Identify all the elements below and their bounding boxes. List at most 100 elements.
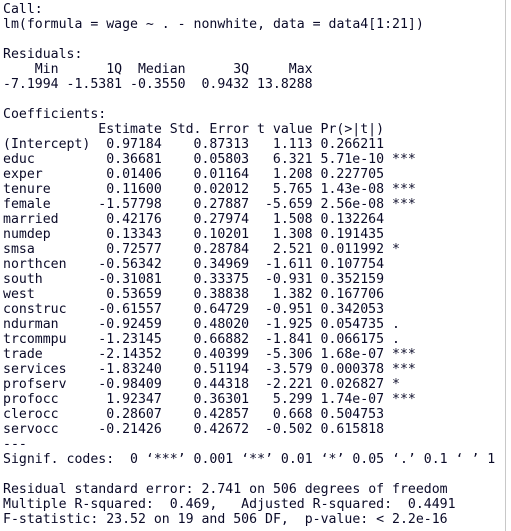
coefficient-row: educ 0.36681 0.05803 6.321 5.71e-10 ***	[3, 152, 495, 167]
estimate: -0.61557	[98, 302, 162, 317]
signif-stars: ***	[392, 347, 416, 362]
std-error: 0.05803	[193, 152, 250, 167]
std-error: 0.27974	[193, 212, 250, 227]
std-error: 0.64729	[193, 302, 250, 317]
residual-stat-value: 13.8288	[257, 77, 313, 92]
coefficient-row: married 0.42176 0.27974 1.508 0.132264	[3, 212, 495, 227]
std-error: 0.28784	[193, 242, 250, 257]
coefficient-row: clerocc 0.28607 0.42857 0.668 0.504753	[3, 407, 495, 422]
p-value: 1.74e-07	[320, 392, 385, 407]
t-value: -1.925	[264, 317, 313, 332]
column-header: Pr(>|t|)	[320, 122, 385, 137]
std-error: 0.87313	[193, 137, 250, 152]
coefficient-row: west 0.53659 0.38838 1.382 0.167706	[3, 287, 495, 302]
separator: ---	[3, 437, 27, 452]
p-value: 0.167706	[320, 287, 385, 302]
p-value: 0.054735	[320, 317, 385, 332]
term: south	[3, 272, 43, 287]
coefficient-row: numdep 0.13343 0.10201 1.308 0.191435	[3, 227, 495, 242]
p-value: 0.026827	[320, 377, 385, 392]
column-header: Estimate	[98, 122, 162, 137]
t-value: 2.521	[272, 242, 313, 257]
p-value: 0.066175	[320, 332, 385, 347]
coefficient-row: profserv -0.98409 0.44318 -2.221 0.026827 *	[3, 377, 495, 392]
p-value: 0.000378	[320, 362, 385, 377]
residual-stat-value: -0.3550	[130, 77, 186, 92]
term: northcen	[3, 257, 67, 272]
signif-stars: ***	[392, 392, 416, 407]
summary-line: Multiple R-squared: 0.469, Adjusted R-sq…	[3, 497, 456, 512]
term: trade	[3, 347, 43, 362]
std-error: 0.42857	[193, 407, 250, 422]
std-error: 0.33375	[193, 272, 250, 287]
estimate: -1.57798	[98, 197, 162, 212]
call-label: Call:	[3, 2, 43, 17]
term: tenure	[3, 182, 51, 197]
t-value: -3.579	[264, 362, 313, 377]
estimate: -1.23145	[98, 332, 162, 347]
std-error: 0.10201	[193, 227, 250, 242]
p-value: 0.107754	[320, 257, 385, 272]
p-value: 1.68e-07	[320, 347, 385, 362]
std-error: 0.34969	[193, 257, 250, 272]
r-console-output: Call: lm(formula = wage ~ . - nonwhite, d…	[3, 2, 495, 527]
signif-stars: ***	[392, 182, 416, 197]
p-value: 0.504753	[320, 407, 385, 422]
estimate: -0.98409	[98, 377, 162, 392]
std-error: 0.01164	[193, 167, 250, 182]
residual-stat-name: 1Q	[106, 62, 123, 77]
residuals-label: Residuals:	[3, 47, 83, 62]
coefficient-row: servocc -0.21426 0.42672 -0.502 0.615818	[3, 422, 495, 437]
std-error: 0.51194	[193, 362, 250, 377]
blank-line	[3, 32, 495, 47]
coefficient-row: northcen -0.56342 0.34969 -1.611 0.107754	[3, 257, 495, 272]
coefficient-row: trade -2.14352 0.40399 -5.306 1.68e-07 ***	[3, 347, 495, 362]
coefficient-row: tenure 0.11600 0.02012 5.765 1.43e-08 ***	[3, 182, 495, 197]
std-error: 0.48020	[193, 317, 250, 332]
coefficient-row: profocc 1.92347 0.36301 5.299 1.74e-07 ***	[3, 392, 495, 407]
t-value: 1.208	[272, 167, 313, 182]
p-value: 5.71e-10	[320, 152, 385, 167]
term: services	[3, 362, 67, 377]
residual-stat-name: Min	[34, 62, 59, 77]
coefficients-header: Estimate Std. Error t value Pr(>|t|)	[3, 122, 495, 137]
residual-stat-name: 3Q	[233, 62, 250, 77]
coefficient-row: ndurman -0.92459 0.48020 -1.925 0.054735.	[3, 317, 495, 332]
signif-stars: *	[392, 377, 400, 392]
blank-line	[3, 92, 495, 107]
t-value: 1.382	[272, 287, 313, 302]
signif-stars: .	[392, 332, 400, 347]
summary-line: Residual standard error: 2.741 on 506 de…	[3, 482, 448, 497]
residuals-names: Min 1Q Median 3Q Max	[3, 62, 495, 77]
coefficient-row: female -1.57798 0.27887 -5.659 2.56e-08 ***	[3, 197, 495, 212]
term: west	[3, 287, 35, 302]
std-error: 0.02012	[193, 182, 250, 197]
residual-stat-value: -1.5381	[66, 77, 123, 92]
p-value: 0.352159	[320, 272, 385, 287]
t-value: -0.502	[264, 422, 313, 437]
std-error: 0.44318	[193, 377, 250, 392]
t-value: 1.508	[272, 212, 313, 227]
estimate: 0.11600	[106, 182, 162, 197]
summary-line: F-statistic: 23.52 on 19 and 506 DF, p-v…	[3, 512, 448, 527]
signif-stars: ***	[392, 197, 416, 212]
coefficient-row: trcommpu -1.23145 0.66882 -1.841 0.066175.	[3, 332, 495, 347]
estimate: 0.13343	[106, 227, 162, 242]
coefficients-label: Coefficients:	[3, 107, 107, 122]
term: numdep	[3, 227, 51, 242]
coefficient-row: south -0.31081 0.33375 -0.931 0.352159	[3, 272, 495, 287]
term: (Intercept)	[3, 137, 91, 152]
term: smsa	[3, 242, 35, 257]
t-value: 1.113	[272, 137, 313, 152]
t-value: 0.668	[272, 407, 313, 422]
term: profocc	[3, 392, 59, 407]
p-value: 0.266211	[320, 137, 385, 152]
std-error: 0.40399	[193, 347, 250, 362]
std-error: 0.36301	[193, 392, 250, 407]
term: trcommpu	[3, 332, 67, 347]
t-value: -1.611	[264, 257, 313, 272]
std-error: 0.42672	[193, 422, 250, 437]
p-value: 0.342053	[320, 302, 385, 317]
term: educ	[3, 152, 35, 167]
coefficient-row: smsa 0.72577 0.28784 2.521 0.011992 *	[3, 242, 495, 257]
